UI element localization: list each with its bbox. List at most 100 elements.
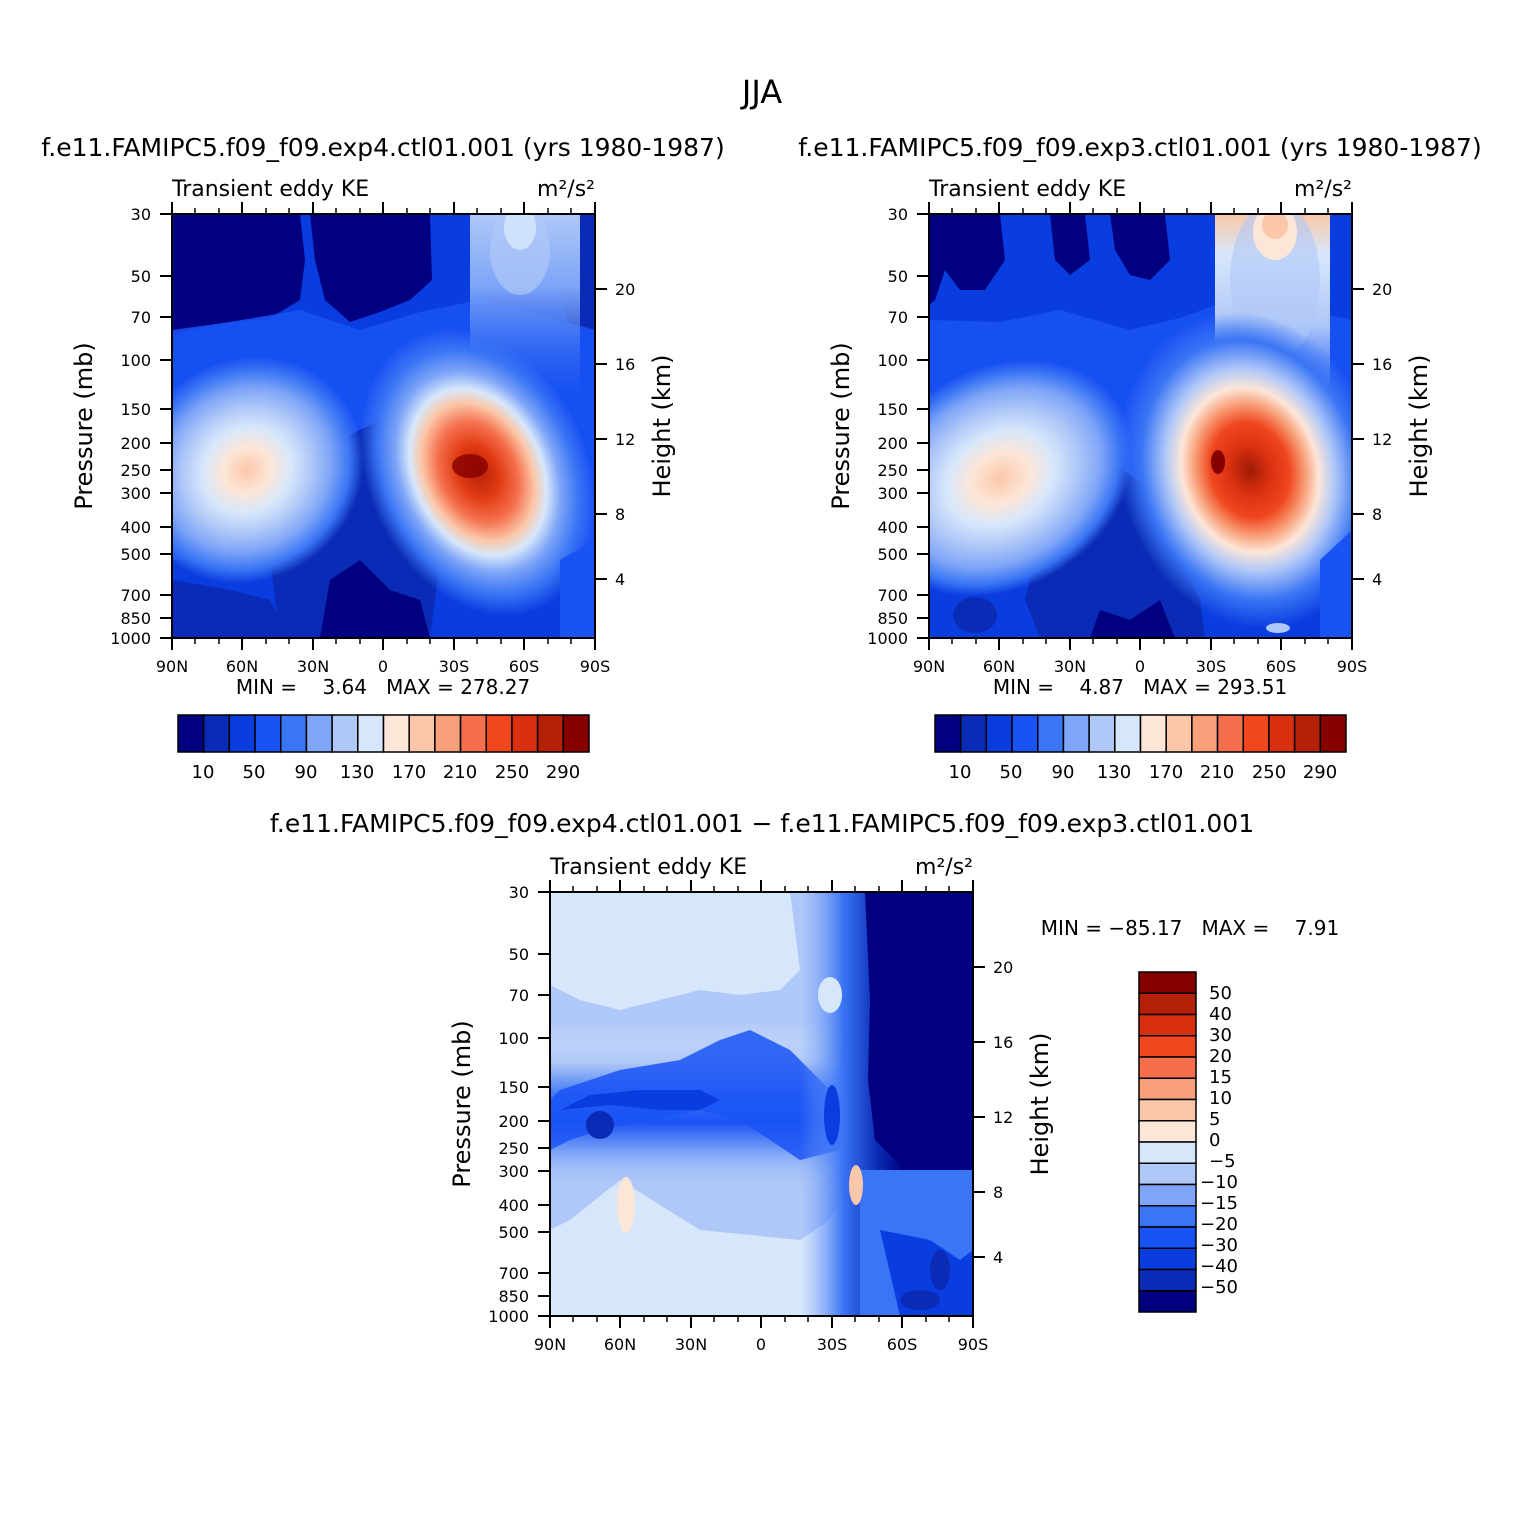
- y2-tick-label: 20: [993, 958, 1013, 977]
- y2-tick-label: 12: [993, 1108, 1013, 1127]
- colorbar-swatch: [536, 714, 565, 753]
- page-title: JJA: [740, 73, 782, 111]
- minor-ticks: [951, 208, 1329, 644]
- x-axis: 90N 60N 30N 0 30S 60S 90S: [156, 657, 610, 676]
- colorbar-swatch: [434, 714, 462, 753]
- y-axis-pressure: 30 50 70 100 150 200 250 300 400 500 700…: [867, 205, 908, 648]
- x-axis: 90N 60N 30N 0 30S 60S 90S: [913, 657, 1367, 676]
- y-tick-label: 100: [498, 1029, 529, 1048]
- colorbar-label: −30: [1200, 1235, 1238, 1256]
- colorbar-swatch: [1138, 1013, 1197, 1037]
- colorbar-swatch: [1139, 714, 1167, 753]
- colorbar-label: −5: [1209, 1151, 1236, 1172]
- y-tick-label: 700: [120, 586, 151, 605]
- colorbar-swatch: [202, 714, 231, 753]
- y-tick-label: 300: [877, 484, 908, 503]
- y-tick-label: 1000: [110, 629, 151, 648]
- colorbar-swatch: [408, 714, 436, 753]
- colorbar-label: 50: [1000, 762, 1023, 783]
- x-tick-label: 30S: [817, 1335, 848, 1354]
- colorbar-swatch: [1319, 714, 1347, 753]
- x-tick-label: 60N: [226, 657, 258, 676]
- colorbar-swatch: [254, 714, 282, 753]
- colorbar-swatch: [1138, 1098, 1197, 1122]
- y-axis-pressure: 30 50 70 100 150 200 250 300 400 500 700…: [488, 883, 529, 1326]
- y2-axis-label: Height (km): [1026, 1033, 1054, 1176]
- x-tick-label: 0: [756, 1335, 766, 1354]
- y2-tick-label: 4: [1372, 570, 1382, 589]
- y2-tick-label: 8: [1372, 505, 1382, 524]
- colorbar-label: −15: [1200, 1193, 1238, 1214]
- y-tick-label: 70: [131, 308, 151, 327]
- colorbar-swatch: [280, 714, 308, 753]
- colorbar-swatch: [1138, 1120, 1197, 1143]
- y2-axis-label: Height (km): [648, 355, 676, 498]
- colorbar-swatch: [1138, 1077, 1197, 1101]
- colorbar-swatch: [1138, 971, 1197, 994]
- y-tick-label: 30: [509, 883, 529, 902]
- colorbar-swatch: [959, 714, 988, 753]
- y-tick-label: 700: [498, 1264, 529, 1283]
- colorbar-label: −10: [1200, 1172, 1238, 1193]
- colorbar-label: 170: [1149, 762, 1183, 783]
- y-tick-label: 30: [131, 205, 151, 224]
- y-tick-label: 1000: [867, 629, 908, 648]
- colorbar-label: 20: [1209, 1046, 1232, 1067]
- x-tick-label: 30N: [675, 1335, 707, 1354]
- y-tick-label: 150: [120, 400, 151, 419]
- y-tick-label: 250: [498, 1139, 529, 1158]
- colorbar-label: 90: [1052, 762, 1075, 783]
- colorbar-swatch: [1011, 714, 1039, 753]
- colorbar-label: 50: [1209, 983, 1232, 1004]
- colorbar-swatch: [1138, 1162, 1197, 1186]
- colorbar-label: 130: [1097, 762, 1131, 783]
- colorbar-swatch: [485, 714, 513, 753]
- y-tick-label: 300: [498, 1162, 529, 1181]
- x-tick-label: 60S: [887, 1335, 918, 1354]
- y-tick-label: 400: [877, 518, 908, 537]
- min-max-text: MIN = 3.64 MAX = 278.27: [236, 675, 530, 699]
- y-tick-label: 400: [120, 518, 151, 537]
- x-axis: 90N 60N 30N 0 30S 60S 90S: [534, 1335, 988, 1354]
- y-tick-label: 70: [509, 986, 529, 1005]
- y-tick-label: 400: [498, 1196, 529, 1215]
- x-tick-label: 90S: [580, 657, 611, 676]
- colorbar-swatch: [1088, 714, 1116, 753]
- colorbar-label: 90: [295, 762, 318, 783]
- colorbar-label: 290: [1303, 762, 1337, 783]
- y-tick-label: 850: [120, 609, 151, 628]
- colorbar-label: 15: [1209, 1067, 1232, 1088]
- min-max-text: MIN = 4.87 MAX = 293.51: [993, 675, 1287, 699]
- colorbar-swatch: [1138, 1268, 1197, 1292]
- y2-tick-label: 16: [1372, 355, 1392, 374]
- panel-exp4: f.e11.FAMIPC5.f09_f09.exp4.ctl01.001 (yr…: [41, 133, 724, 783]
- colorbar-swatch: [562, 714, 590, 753]
- colorbar-label: 40: [1209, 1004, 1232, 1025]
- colorbar-label: 210: [1200, 762, 1234, 783]
- x-tick-label: 30N: [297, 657, 329, 676]
- colorbar-label: −40: [1200, 1256, 1238, 1277]
- colorbar-swatch: [1268, 714, 1296, 753]
- colorbar-swatch: [1062, 714, 1090, 753]
- colorbar-swatch: [1114, 714, 1142, 753]
- x-tick-label: 60S: [509, 657, 540, 676]
- y2-axis-label: Height (km): [1405, 355, 1433, 498]
- y-tick-label: 150: [877, 400, 908, 419]
- x-tick-label: 60N: [983, 657, 1015, 676]
- x-tick-label: 30S: [439, 657, 470, 676]
- y-tick-label: 500: [498, 1223, 529, 1242]
- y-tick-label: 500: [120, 545, 151, 564]
- x-tick-label: 90N: [534, 1335, 566, 1354]
- contour-field: [550, 892, 973, 1316]
- units-label: m²/s²: [915, 855, 973, 880]
- y-tick-label: 250: [877, 461, 908, 480]
- colorbar-label: 10: [192, 762, 215, 783]
- colorbar-label: 10: [949, 762, 972, 783]
- colorbar-swatch: [1216, 714, 1244, 753]
- panel-difference: f.e11.FAMIPC5.f09_f09.exp4.ctl01.001 − f…: [270, 809, 1339, 1354]
- y2-tick-label: 8: [615, 505, 625, 524]
- colorbar-label: 170: [392, 762, 426, 783]
- colorbar: [177, 714, 590, 753]
- y-tick-label: 700: [877, 586, 908, 605]
